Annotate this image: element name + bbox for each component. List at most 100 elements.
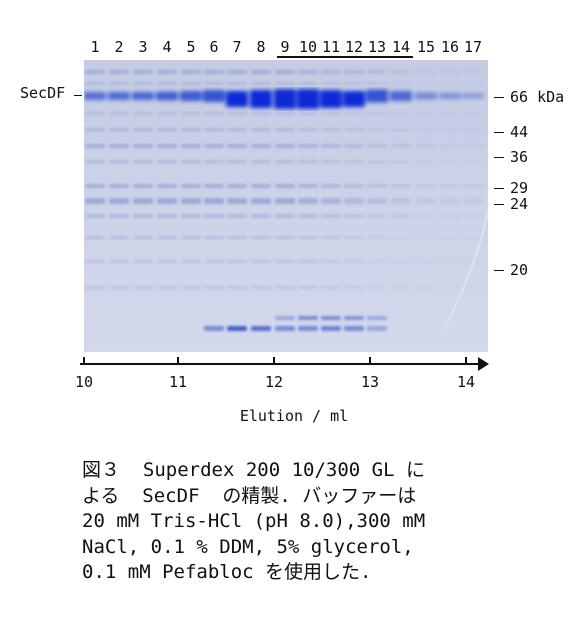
gel-band [251,260,271,263]
gel-band [416,128,436,131]
gel-band [298,198,318,204]
gel-band [298,316,318,320]
gel-band [181,184,201,188]
gel-band [85,236,105,239]
gel-band [298,286,318,289]
gel-band [440,236,460,239]
gel-band [440,286,460,289]
axis-tick-label: 10 [74,373,94,391]
gel-band [391,236,411,239]
gel-band [275,286,295,289]
gel-band [275,70,295,74]
lane-number: 6 [209,38,219,56]
gel-band [275,112,295,115]
gel-band [440,70,460,74]
gel-band [180,91,202,101]
gel-band [440,160,460,163]
gel-band [416,112,436,115]
gel-band [204,160,224,163]
gel-band [416,70,436,74]
gel-band [181,144,201,148]
gel-band [275,214,295,218]
gel-band [440,112,460,115]
gel-band [227,160,247,163]
gel-band [204,198,224,204]
gel-band [439,93,461,99]
gel-band [416,260,436,263]
lane-number: 5 [186,38,196,56]
gel-band [440,214,460,218]
figure-caption: 図３ Superdex 200 10/300 GL による SecDF の精製.… [82,458,562,586]
gel-band [133,286,153,289]
gel-band [321,236,341,239]
axis-tick-label: 14 [456,373,476,391]
gel-band [204,184,224,188]
gel-band [133,236,153,239]
gel-band [204,82,224,85]
gel-band [463,160,483,163]
gel-band [133,144,153,148]
gel-band [251,214,271,218]
gel-band [367,326,387,331]
gel-band [416,286,436,289]
gel-band [109,70,129,74]
gel-band [227,198,247,204]
gel-band [391,112,411,115]
gel-band [275,236,295,239]
gel-band [367,236,387,239]
gel-band [344,82,364,85]
gel-band [440,82,460,85]
gel-band [463,70,483,74]
gel-band [321,286,341,289]
gel-band [109,144,129,148]
gel-band [344,316,364,320]
axis-tick-label: 11 [168,373,188,391]
gel-band [109,82,129,85]
gel-band [391,214,411,218]
gel-band [297,89,319,109]
gel-band [275,82,295,85]
gel-band [108,92,130,100]
gel-band [391,82,411,85]
gel-band [321,326,341,331]
elution-axis-arrow [478,357,489,371]
gel-band [391,184,411,188]
gel-band [181,82,201,85]
gel-band [85,260,105,263]
gel-band [367,214,387,218]
gel-band [343,91,365,107]
gel-band [85,82,105,85]
gel-band [227,236,247,239]
gel-band [344,214,364,218]
gel-band [133,128,153,131]
gel-band [344,184,364,188]
gel-band [227,112,247,115]
gel-band [227,82,247,85]
gel-band [321,160,341,163]
gel-band [440,184,460,188]
gel-band [157,160,177,163]
gel-band [298,160,318,163]
gel-band [344,70,364,74]
gel-band [463,112,483,115]
gel-band [463,82,483,85]
gel-band [298,184,318,188]
gel-band [133,198,153,204]
gel-band [251,82,271,85]
marker-label: 36 [510,148,529,166]
gel-band [132,92,154,100]
sds-page-gel-image [84,60,488,352]
gel-band [321,260,341,263]
gel-band [109,198,129,204]
gel-band [367,286,387,289]
gel-band [157,198,177,204]
lane-number: 1 [90,38,100,56]
gel-band [367,198,387,204]
lane-number: 3 [138,38,148,56]
gel-band [133,260,153,263]
gel-band [275,316,295,320]
gel-band [367,70,387,74]
gel-band [157,70,177,74]
gel-band [157,260,177,263]
gel-band [85,128,105,131]
